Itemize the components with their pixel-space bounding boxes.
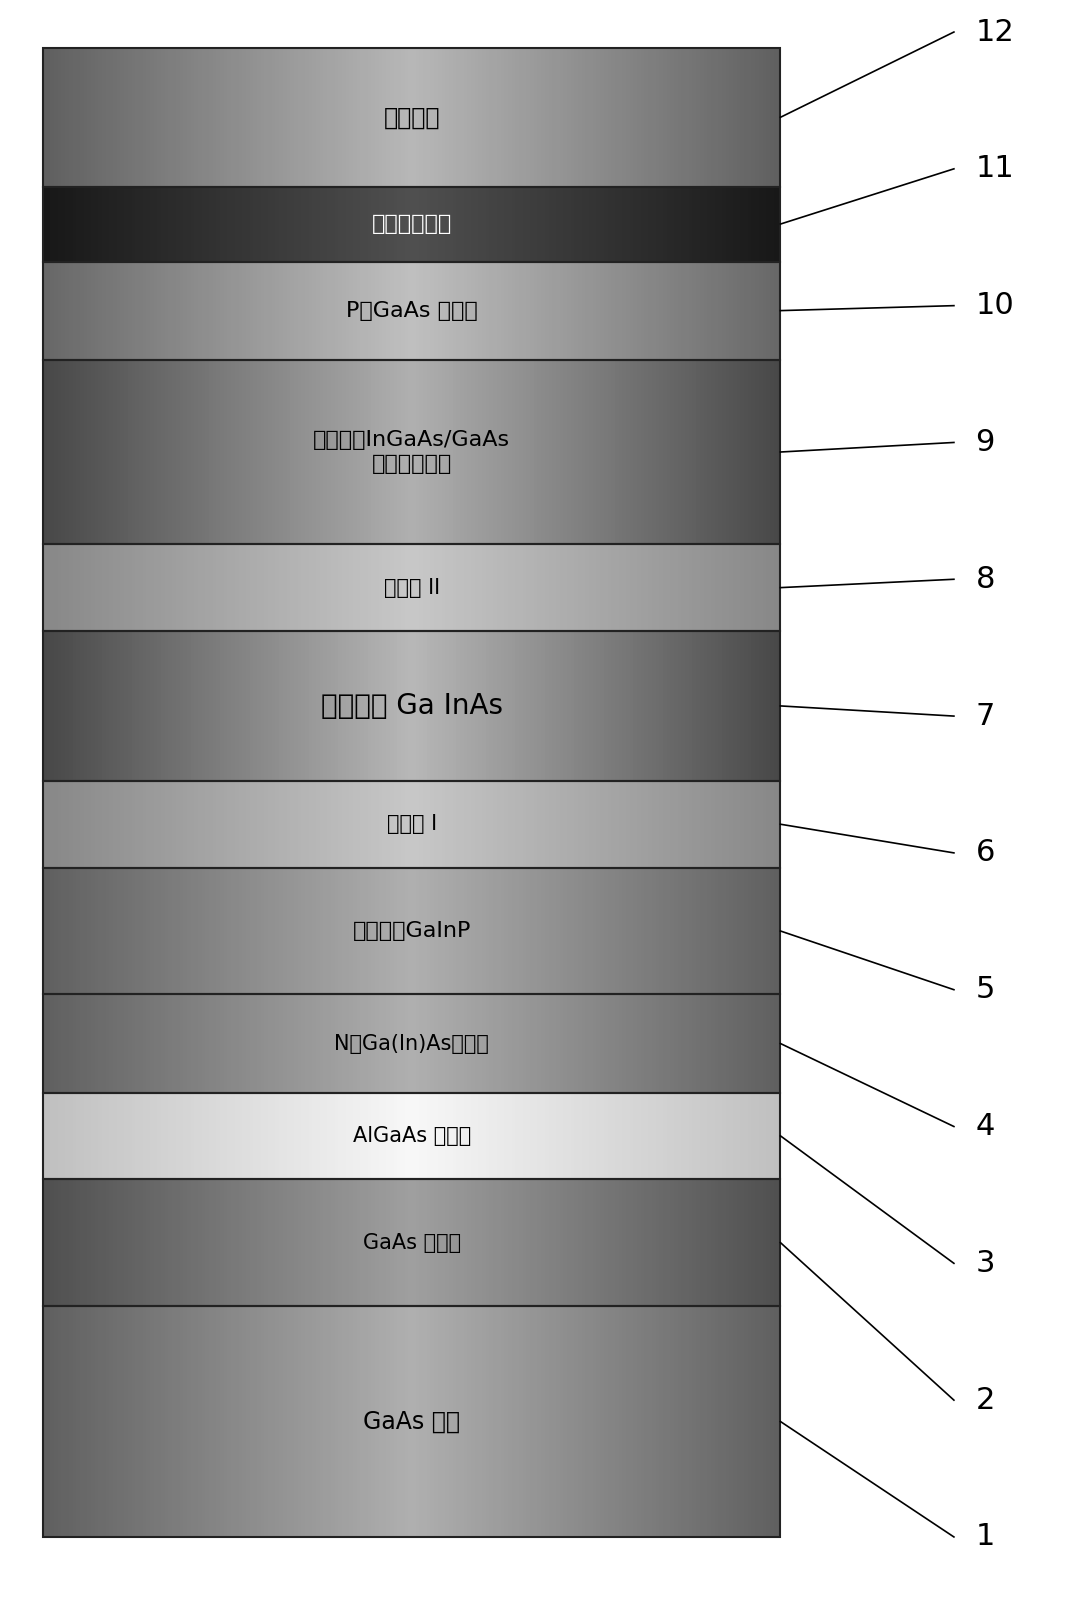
Bar (43, 360, 780, 544)
Text: 底电池：InGaAs/GaAs
量子点超晶格: 底电池：InGaAs/GaAs 量子点超晶格 (313, 431, 511, 474)
Text: 5: 5 (976, 975, 995, 1004)
Text: 柔性载体: 柔性载体 (384, 106, 440, 130)
Bar (43, 1180, 780, 1306)
Text: 金属背电极层: 金属背电极层 (372, 215, 452, 234)
Text: 隧道结 II: 隧道结 II (384, 578, 440, 597)
Text: 11: 11 (976, 154, 1015, 184)
Text: 隧道结 I: 隧道结 I (387, 815, 437, 834)
Text: 中电池： Ga InAs: 中电池： Ga InAs (321, 692, 503, 720)
Text: GaAs 衅底: GaAs 衅底 (363, 1409, 461, 1433)
Text: 8: 8 (976, 565, 995, 594)
Text: 4: 4 (976, 1113, 995, 1142)
Text: P型GaAs 接触层: P型GaAs 接触层 (346, 301, 478, 320)
Bar (43, 1306, 780, 1537)
Text: 3: 3 (976, 1249, 995, 1278)
Text: 1: 1 (976, 1523, 995, 1551)
Text: GaAs 缓冲层: GaAs 缓冲层 (363, 1233, 461, 1252)
Text: 7: 7 (976, 701, 995, 730)
Text: 2: 2 (976, 1385, 995, 1415)
Bar (43, 187, 780, 261)
Bar (43, 544, 780, 631)
Bar (43, 781, 780, 868)
Text: 12: 12 (976, 18, 1015, 46)
Bar (43, 261, 780, 360)
Text: 6: 6 (976, 839, 995, 868)
Bar (43, 1092, 780, 1180)
Text: 顶电池：GaInP: 顶电池：GaInP (352, 921, 472, 941)
Text: N型Ga(In)As接触层: N型Ga(In)As接触层 (335, 1034, 489, 1053)
Bar (43, 48, 780, 187)
Text: AlGaAs 犊牲层: AlGaAs 犊牲层 (352, 1126, 472, 1146)
Bar (43, 868, 780, 994)
Bar (43, 631, 780, 781)
Text: 9: 9 (976, 427, 995, 456)
Text: 10: 10 (976, 291, 1015, 320)
Bar (43, 994, 780, 1092)
